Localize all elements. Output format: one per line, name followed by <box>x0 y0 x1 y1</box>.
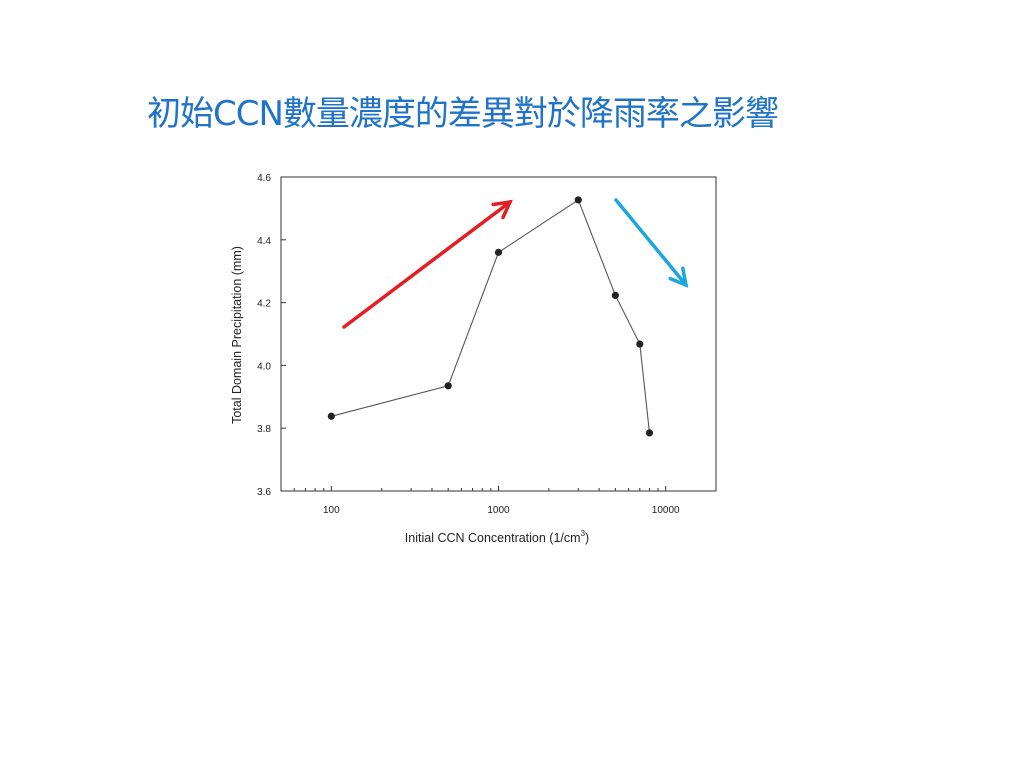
x-axis-label-sup: 3 <box>581 529 586 538</box>
decrease-arrow <box>614 198 689 288</box>
data-point <box>494 248 503 256</box>
slide-title: 初始CCN數量濃度的差異對於降雨率之影響 <box>147 94 779 134</box>
increase-arrow-head <box>491 199 513 220</box>
y-tick-label: 4.0 <box>257 361 271 372</box>
y-tick-label: 4.6 <box>257 173 271 184</box>
series-line <box>331 199 651 433</box>
x-axis-label-main: Initial CCN Concentration (1/cm <box>405 531 581 545</box>
x-axis-label: Initial CCN Concentration (1/cm3) <box>405 529 589 545</box>
data-point <box>611 291 619 299</box>
y-tick-label: 3.6 <box>257 487 271 498</box>
y-tick-label: 4.2 <box>257 299 271 310</box>
data-point <box>444 382 452 390</box>
chart-axes <box>280 176 717 492</box>
data-point <box>636 340 644 348</box>
y-tick-label: 3.8 <box>257 424 271 435</box>
decrease-arrow-shaft <box>614 198 688 287</box>
x-tick-label: 100 <box>323 505 340 516</box>
data-point <box>327 412 335 420</box>
increase-arrow-shaft <box>342 200 512 329</box>
y-axis-label: Total Domain Precipitation (mm) <box>230 246 244 424</box>
increase-arrow <box>342 199 513 329</box>
chart-arrows <box>342 198 689 329</box>
chart-series <box>327 196 654 437</box>
plot-frame <box>280 176 717 492</box>
data-point <box>645 429 654 437</box>
y-tick-label: 4.4 <box>257 236 271 247</box>
x-tick-label: 10000 <box>652 505 680 516</box>
x-axis-label-end: ) <box>585 531 589 545</box>
decrease-arrow-head <box>668 266 689 288</box>
chart-ticks: 3.6 3.8 4.0 4.2 4.4 4.6 100 1000 10000 <box>257 173 680 516</box>
data-point <box>574 196 582 204</box>
x-tick-label: 1000 <box>487 505 510 516</box>
